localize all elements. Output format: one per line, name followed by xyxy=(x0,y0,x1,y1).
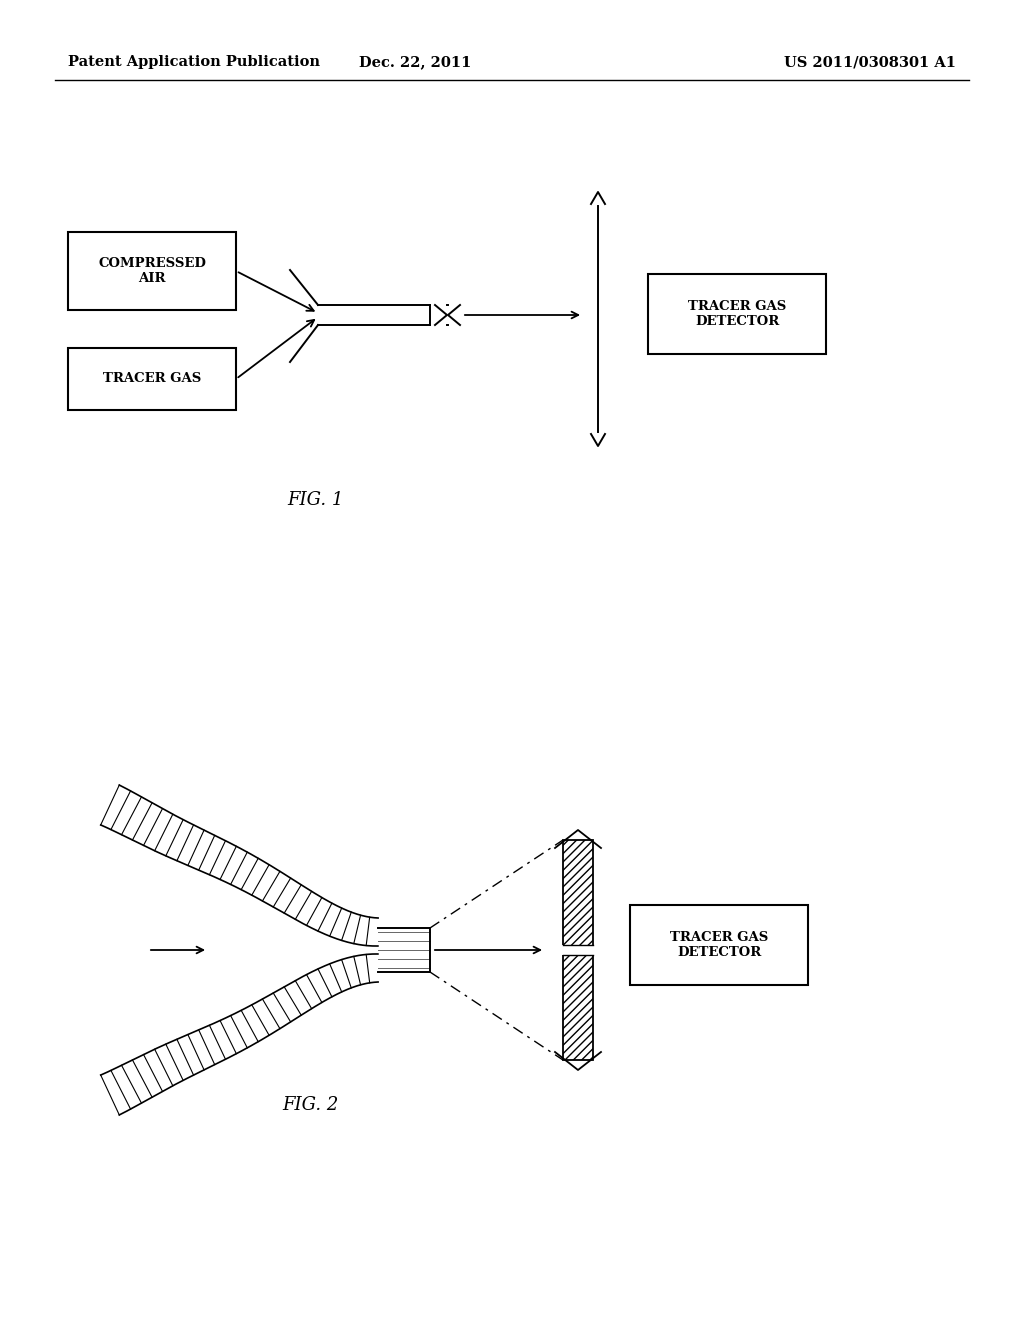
Bar xyxy=(563,840,593,1060)
Text: COMPRESSED
AIR: COMPRESSED AIR xyxy=(98,257,206,285)
Bar xyxy=(648,275,826,354)
Text: TRACER GAS: TRACER GAS xyxy=(102,372,201,385)
Bar xyxy=(630,906,808,985)
Text: TRACER GAS
DETECTOR: TRACER GAS DETECTOR xyxy=(670,931,768,960)
Bar xyxy=(68,232,236,310)
Text: Patent Application Publication: Patent Application Publication xyxy=(68,55,319,69)
Text: TRACER GAS
DETECTOR: TRACER GAS DETECTOR xyxy=(688,300,786,327)
Text: Dec. 22, 2011: Dec. 22, 2011 xyxy=(358,55,471,69)
Bar xyxy=(562,945,594,954)
Text: FIG. 1: FIG. 1 xyxy=(287,491,343,510)
Text: FIG. 2: FIG. 2 xyxy=(282,1096,338,1114)
Bar xyxy=(68,348,236,411)
Text: US 2011/0308301 A1: US 2011/0308301 A1 xyxy=(784,55,956,69)
